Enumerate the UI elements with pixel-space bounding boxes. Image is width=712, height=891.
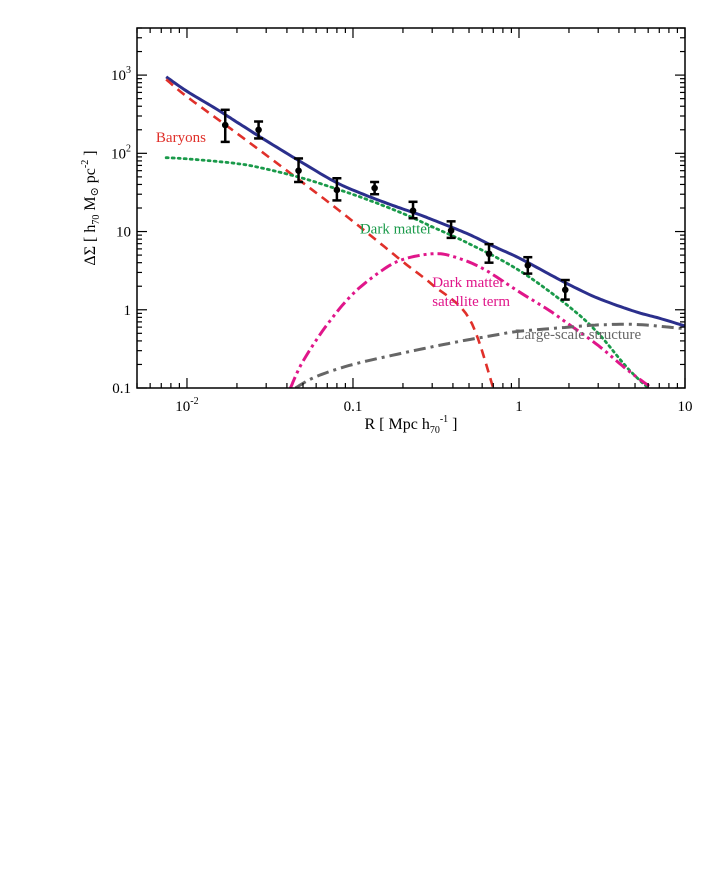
annotation-1: Dark matter [360, 222, 432, 238]
annotation-4: Large-scale structure [515, 327, 641, 343]
series-line-total [165, 75, 685, 328]
x-tick-label: 1 [515, 399, 523, 415]
y-tick-label: 10 [116, 225, 131, 241]
y-tick-label: 0.1 [112, 381, 131, 397]
data-marker [561, 286, 569, 294]
data-point [446, 220, 456, 240]
y-axis-title: ΔΣ [ h70 M⊙ pc-2 ] [80, 150, 102, 265]
y-tick-label: 1 [124, 303, 132, 319]
ticks-layer [136, 27, 686, 389]
series-layer [164, 75, 685, 388]
data-point [408, 200, 418, 220]
data-marker [447, 227, 455, 234]
data-marker [295, 167, 302, 174]
annotation-layer: Baryons Dark matter Dark matter satellite t… [156, 130, 642, 343]
series-line-lss [294, 322, 685, 388]
data-marker [255, 126, 262, 134]
data-point [220, 108, 230, 144]
annotation-2: Dark matter [432, 275, 504, 291]
y-tick-label: 103 [111, 65, 131, 84]
data-marker [524, 262, 532, 269]
annotation-0: Baryons [156, 130, 206, 146]
data-marker [371, 184, 378, 192]
x-axis-title: R [ Mpc h70-1 ] [365, 414, 458, 436]
data-point [370, 180, 380, 196]
data-marker [333, 186, 341, 194]
series-line-baryons [165, 78, 495, 388]
data-marker [409, 207, 417, 214]
data-point [294, 157, 304, 184]
annotation-3: satellite term [432, 294, 510, 310]
data-point [560, 278, 570, 301]
tick-labels-layer: 10-2 0.1 1 10 0.1 1 10 102 103 [111, 65, 693, 415]
y-tick-label: 102 [111, 143, 131, 162]
data-points-layer [220, 108, 570, 301]
data-point [332, 177, 342, 202]
data-point [484, 242, 494, 264]
x-tick-label: 10-2 [175, 396, 198, 415]
data-marker [221, 121, 229, 129]
data-point [254, 120, 264, 140]
x-tick-label: 0.1 [344, 399, 363, 415]
data-marker [485, 250, 493, 258]
x-tick-label: 10 [678, 399, 693, 415]
series-line-satellite [289, 252, 653, 388]
data-point [523, 255, 533, 275]
